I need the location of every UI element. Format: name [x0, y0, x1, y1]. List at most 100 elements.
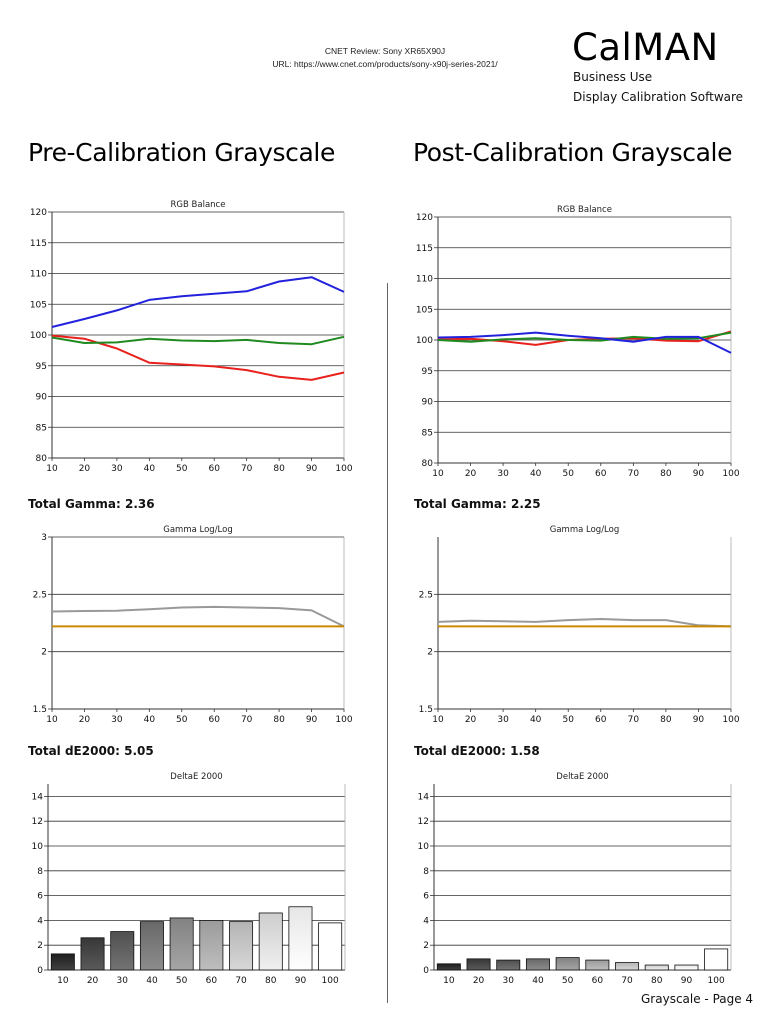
x-tick-label: 90	[295, 976, 307, 986]
x-tick-label: 30	[111, 715, 123, 725]
y-tick-label: 105	[30, 300, 47, 310]
y-tick-label: 85	[36, 423, 47, 433]
y-tick-label: 1.5	[419, 705, 433, 715]
x-tick-label: 100	[322, 976, 339, 986]
x-tick-label: 100	[335, 464, 352, 474]
chart-title: RGB Balance	[171, 200, 226, 210]
deltae-bar	[704, 948, 729, 971]
x-tick-label: 70	[235, 976, 247, 986]
y-tick-label: 105	[416, 305, 433, 315]
x-tick-label: 50	[562, 469, 574, 479]
x-tick-label: 100	[335, 715, 352, 725]
x-tick-label: 80	[273, 464, 285, 474]
x-tick-label: 40	[144, 715, 156, 725]
deltae-bar	[644, 964, 669, 971]
chart-title: DeltaE 2000	[170, 772, 222, 782]
y-tick-label: 8	[423, 867, 429, 877]
x-tick-label: 30	[497, 469, 509, 479]
x-tick-label: 100	[708, 976, 725, 986]
x-tick-label: 70	[628, 469, 640, 479]
chart-title: DeltaE 2000	[556, 772, 608, 782]
x-tick-label: 80	[265, 976, 277, 986]
deltae-bar	[139, 921, 164, 971]
x-tick-label: 70	[241, 464, 253, 474]
series-line	[437, 330, 732, 346]
x-tick-label: 50	[176, 715, 188, 725]
x-tick-label: 90	[306, 715, 318, 725]
deltae-bar	[674, 964, 699, 971]
x-tick-label: 30	[503, 976, 515, 986]
x-tick-label: 20	[465, 715, 477, 725]
x-tick-label: 20	[79, 464, 91, 474]
logo-subtitle-2: Display Calibration Software	[573, 90, 744, 104]
y-tick-label: 6	[423, 892, 429, 902]
x-tick-label: 60	[208, 715, 220, 725]
chart-title: Gamma Log/Log	[550, 525, 620, 535]
y-tick-label: 2	[37, 941, 43, 951]
series-line	[437, 618, 732, 628]
x-tick-label: 40	[530, 469, 542, 479]
deltae-bar	[585, 959, 610, 971]
deltae-bar	[110, 931, 135, 971]
logo-subtitle-1: Business Use	[573, 70, 653, 84]
series-line	[51, 276, 345, 328]
y-tick-label: 90	[36, 393, 48, 403]
x-tick-label: 10	[57, 976, 69, 986]
x-tick-label: 20	[465, 469, 477, 479]
y-tick-label: 95	[422, 367, 433, 377]
x-tick-label: 10	[46, 715, 58, 725]
deltae-bar	[555, 957, 580, 971]
x-tick-label: 30	[497, 715, 509, 725]
deltae-bar	[50, 953, 75, 971]
deltae-bar	[169, 917, 194, 971]
x-tick-label: 60	[595, 715, 607, 725]
x-tick-label: 50	[176, 464, 188, 474]
series-line	[51, 335, 345, 346]
review-title: CNET Review: Sony XR65X90J	[324, 46, 446, 56]
deltae-bar	[258, 912, 283, 971]
y-tick-label: 2.5	[33, 590, 47, 600]
x-tick-label: 20	[79, 715, 91, 725]
y-tick-label: 12	[418, 817, 429, 827]
chart-title: RGB Balance	[557, 205, 612, 215]
x-tick-label: 30	[117, 976, 129, 986]
x-tick-label: 60	[592, 976, 604, 986]
y-tick-label: 2	[427, 648, 433, 658]
series-line	[51, 605, 345, 628]
post-total-gamma: Total Gamma: 2.25	[414, 497, 541, 511]
deltae-bar	[615, 962, 640, 971]
x-tick-label: 80	[660, 715, 672, 725]
y-tick-label: 2	[423, 941, 429, 951]
x-tick-label: 70	[628, 715, 640, 725]
series-line	[437, 331, 732, 343]
series-line	[437, 331, 732, 354]
x-tick-label: 50	[176, 976, 188, 986]
deltae-bar	[288, 906, 313, 971]
y-tick-label: 14	[418, 792, 430, 802]
x-tick-label: 20	[87, 976, 99, 986]
y-tick-label: 95	[36, 362, 47, 372]
post-total-de2000: Total dE2000: 1.58	[414, 744, 540, 758]
y-tick-label: 120	[416, 213, 433, 223]
y-tick-label: 85	[422, 428, 433, 438]
deltae-bar	[436, 963, 461, 971]
series-line	[51, 334, 345, 381]
y-tick-label: 110	[416, 275, 433, 285]
x-tick-label: 80	[273, 715, 285, 725]
y-tick-label: 80	[422, 459, 434, 469]
x-tick-label: 90	[693, 715, 705, 725]
x-tick-label: 70	[621, 976, 633, 986]
pre-total-de2000: Total dE2000: 5.05	[28, 744, 154, 758]
x-tick-label: 60	[595, 469, 607, 479]
deltae-bar	[496, 959, 521, 971]
y-tick-label: 10	[418, 842, 430, 852]
y-tick-label: 4	[423, 916, 429, 926]
post-calibration-heading: Post-Calibration Grayscale	[413, 138, 733, 167]
y-tick-label: 0	[37, 966, 43, 976]
y-tick-label: 80	[36, 454, 48, 464]
deltae-bar	[80, 937, 105, 971]
x-tick-label: 60	[208, 464, 220, 474]
y-tick-label: 0	[423, 966, 429, 976]
x-tick-label: 100	[722, 469, 739, 479]
y-tick-label: 115	[30, 239, 47, 249]
